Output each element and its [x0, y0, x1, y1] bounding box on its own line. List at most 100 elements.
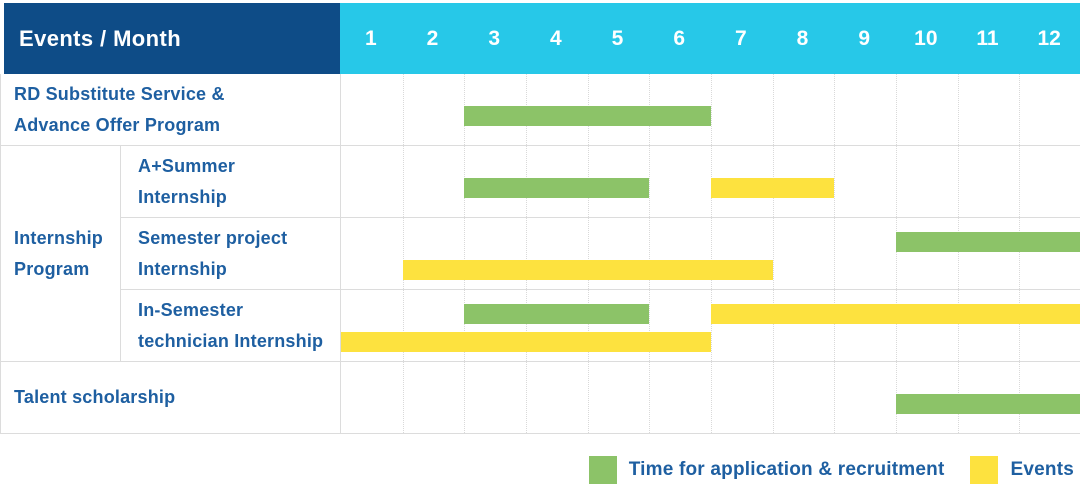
- chart-row-in-semester-technician: [341, 290, 1080, 362]
- row-label-in-semester-technician: In-Semester technician Internship: [121, 290, 341, 362]
- chart-row-rd-substitute: [341, 74, 1080, 146]
- chart-row-talent-scholarship: [341, 362, 1080, 434]
- month-header-cell: 10: [914, 26, 938, 50]
- month-header-cell: 6: [673, 26, 685, 50]
- month-grid-cell: [587, 218, 650, 289]
- event-bar: [402, 260, 773, 280]
- month-grid-cell: [464, 218, 526, 289]
- month-header-row: 1 2 3 4 5 6 7 8 9 10 11 12: [340, 3, 1080, 74]
- application-bar: [464, 178, 650, 198]
- month-grid-cell: [341, 218, 403, 289]
- row-label-line: Internship: [138, 186, 228, 207]
- month-grid-cell: [649, 146, 711, 217]
- row-label-semester-project: Semester project Internship: [121, 218, 341, 290]
- event-legend-swatch: [970, 456, 999, 484]
- row-label-line: A+Summer: [138, 155, 236, 176]
- events-month-header: Events / Month: [4, 3, 340, 74]
- month-grid-cell: [834, 290, 896, 361]
- application-legend-label: Time for application & recruitment: [628, 459, 945, 480]
- month-header-cell: 8: [796, 26, 809, 50]
- month-grid-cell: [1019, 218, 1080, 289]
- month-grid-cell: [772, 362, 835, 433]
- chart-row-semester-project: [341, 218, 1080, 290]
- month-grid-cell: [526, 290, 588, 361]
- month-grid-cell: [464, 290, 526, 361]
- month-header-cell: 2: [426, 26, 439, 50]
- month-grid-cell: [834, 362, 896, 433]
- month-grid-cell: [772, 74, 835, 145]
- event-bar: [341, 332, 711, 352]
- month-grid-cell: [402, 362, 465, 433]
- event-bar: [711, 304, 1080, 324]
- row-label-rd-substitute: RD Substitute Service & Advance Offer Pr…: [1, 74, 341, 146]
- month-header-cell: 3: [488, 26, 500, 50]
- application-bar: [896, 232, 1080, 252]
- month-grid-cell: [834, 218, 896, 289]
- month-header-cell: 9: [858, 26, 870, 50]
- group-label-line: Program: [14, 258, 90, 279]
- month-grid-cell: [341, 74, 403, 145]
- gantt-body: RD Substitute Service & Advance Offer Pr…: [0, 74, 1080, 434]
- month-grid-cell: [772, 290, 835, 361]
- month-grid-cell: [711, 362, 773, 433]
- month-grid-cell: [711, 74, 773, 145]
- month-grid-cell: [957, 74, 1020, 145]
- month-grid-cell: [526, 362, 588, 433]
- row-label-line: RD Substitute Service &: [14, 83, 225, 104]
- month-grid-cell: [464, 362, 526, 433]
- group-label-line: Internship: [14, 227, 104, 248]
- month-grid-cell: [957, 146, 1020, 217]
- row-label-line: Advance Offer Program: [14, 114, 221, 135]
- application-bar: [464, 304, 650, 324]
- events-month-header-label: Events / Month: [19, 25, 182, 51]
- month-grid-cell: [772, 218, 835, 289]
- legend: Time for application & recruitment Event…: [588, 456, 1074, 484]
- row-label-line: Internship: [138, 258, 228, 279]
- month-grid-cell: [341, 146, 403, 217]
- month-grid-cell: [957, 218, 1020, 289]
- event-legend-label: Events: [1010, 459, 1074, 480]
- month-grid-cell: [957, 290, 1020, 361]
- month-header-cell: 7: [734, 26, 747, 50]
- event-bar: [711, 178, 835, 198]
- month-header-cell: 11: [976, 26, 999, 50]
- row-label-line: technician Internship: [138, 330, 324, 351]
- row-label-a-plus-summer: A+Summer Internship: [121, 146, 341, 218]
- group-label-internship-program: Internship Program: [1, 146, 121, 362]
- month-grid-cell: [649, 218, 711, 289]
- month-grid-cell: [711, 290, 773, 361]
- month-header-cell: 4: [549, 26, 562, 50]
- application-bar: [896, 394, 1080, 414]
- chart-row-a-plus-summer: [341, 146, 1080, 218]
- month-grid-cell: [402, 146, 465, 217]
- month-header-cell: 12: [1037, 26, 1061, 50]
- month-grid-cell: [834, 146, 896, 217]
- month-grid-cell: [649, 362, 711, 433]
- month-grid-cell: [649, 290, 711, 361]
- row-label-talent-scholarship: Talent scholarship: [1, 362, 341, 434]
- month-grid-cell: [402, 74, 465, 145]
- month-grid-cell: [587, 290, 650, 361]
- month-grid-cell: [402, 290, 465, 361]
- month-grid-cell: [896, 74, 958, 145]
- month-header-cell: 1: [364, 26, 377, 50]
- month-grid-cell: [1019, 290, 1080, 361]
- row-label-line: In-Semester: [138, 299, 244, 320]
- application-bar: [464, 106, 711, 126]
- month-grid-cell: [711, 218, 773, 289]
- month-grid-cell: [341, 362, 403, 433]
- month-header-cell: 5: [611, 26, 624, 50]
- row-label-line: Semester project: [138, 227, 288, 248]
- month-grid-cell: [896, 146, 958, 217]
- row-label-line: Talent scholarship: [14, 387, 176, 407]
- month-grid-cell: [896, 290, 958, 361]
- month-grid-cell: [834, 74, 896, 145]
- month-grid-cell: [896, 218, 958, 289]
- month-grid-cell: [1019, 74, 1080, 145]
- application-legend-swatch: [588, 456, 617, 484]
- month-grid-cell: [587, 362, 650, 433]
- month-grid-cell: [402, 218, 465, 289]
- month-grid-cell: [1019, 146, 1080, 217]
- month-grid-cell: [526, 218, 588, 289]
